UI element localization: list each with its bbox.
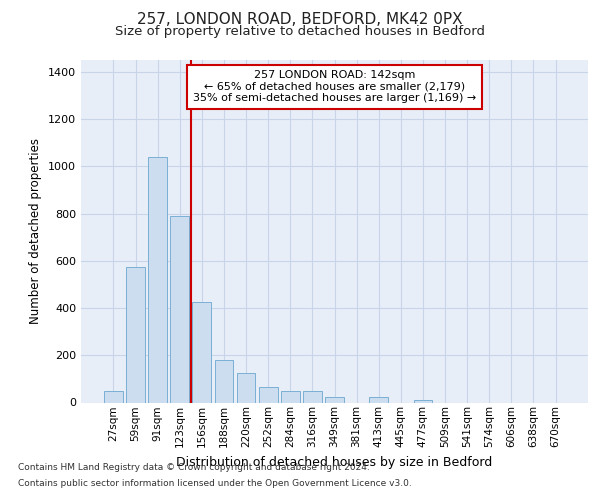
- Bar: [215, 360, 233, 403]
- X-axis label: Distribution of detached houses by size in Bedford: Distribution of detached houses by size …: [176, 456, 493, 468]
- Text: Contains public sector information licensed under the Open Government Licence v3: Contains public sector information licen…: [18, 478, 412, 488]
- Bar: [104, 392, 123, 402]
- Bar: [148, 157, 167, 402]
- Y-axis label: Number of detached properties: Number of detached properties: [29, 138, 43, 324]
- Text: 257, LONDON ROAD, BEDFORD, MK42 0PX: 257, LONDON ROAD, BEDFORD, MK42 0PX: [137, 12, 463, 28]
- Bar: [236, 373, 256, 402]
- Bar: [281, 390, 299, 402]
- Text: Size of property relative to detached houses in Bedford: Size of property relative to detached ho…: [115, 25, 485, 38]
- Bar: [413, 400, 433, 402]
- Bar: [325, 398, 344, 402]
- Bar: [126, 266, 145, 402]
- Bar: [259, 387, 278, 402]
- Bar: [303, 392, 322, 402]
- Text: Contains HM Land Registry data © Crown copyright and database right 2024.: Contains HM Land Registry data © Crown c…: [18, 464, 370, 472]
- Bar: [193, 302, 211, 402]
- Bar: [170, 216, 189, 402]
- Bar: [370, 398, 388, 402]
- Text: 257 LONDON ROAD: 142sqm
← 65% of detached houses are smaller (2,179)
35% of semi: 257 LONDON ROAD: 142sqm ← 65% of detache…: [193, 70, 476, 104]
